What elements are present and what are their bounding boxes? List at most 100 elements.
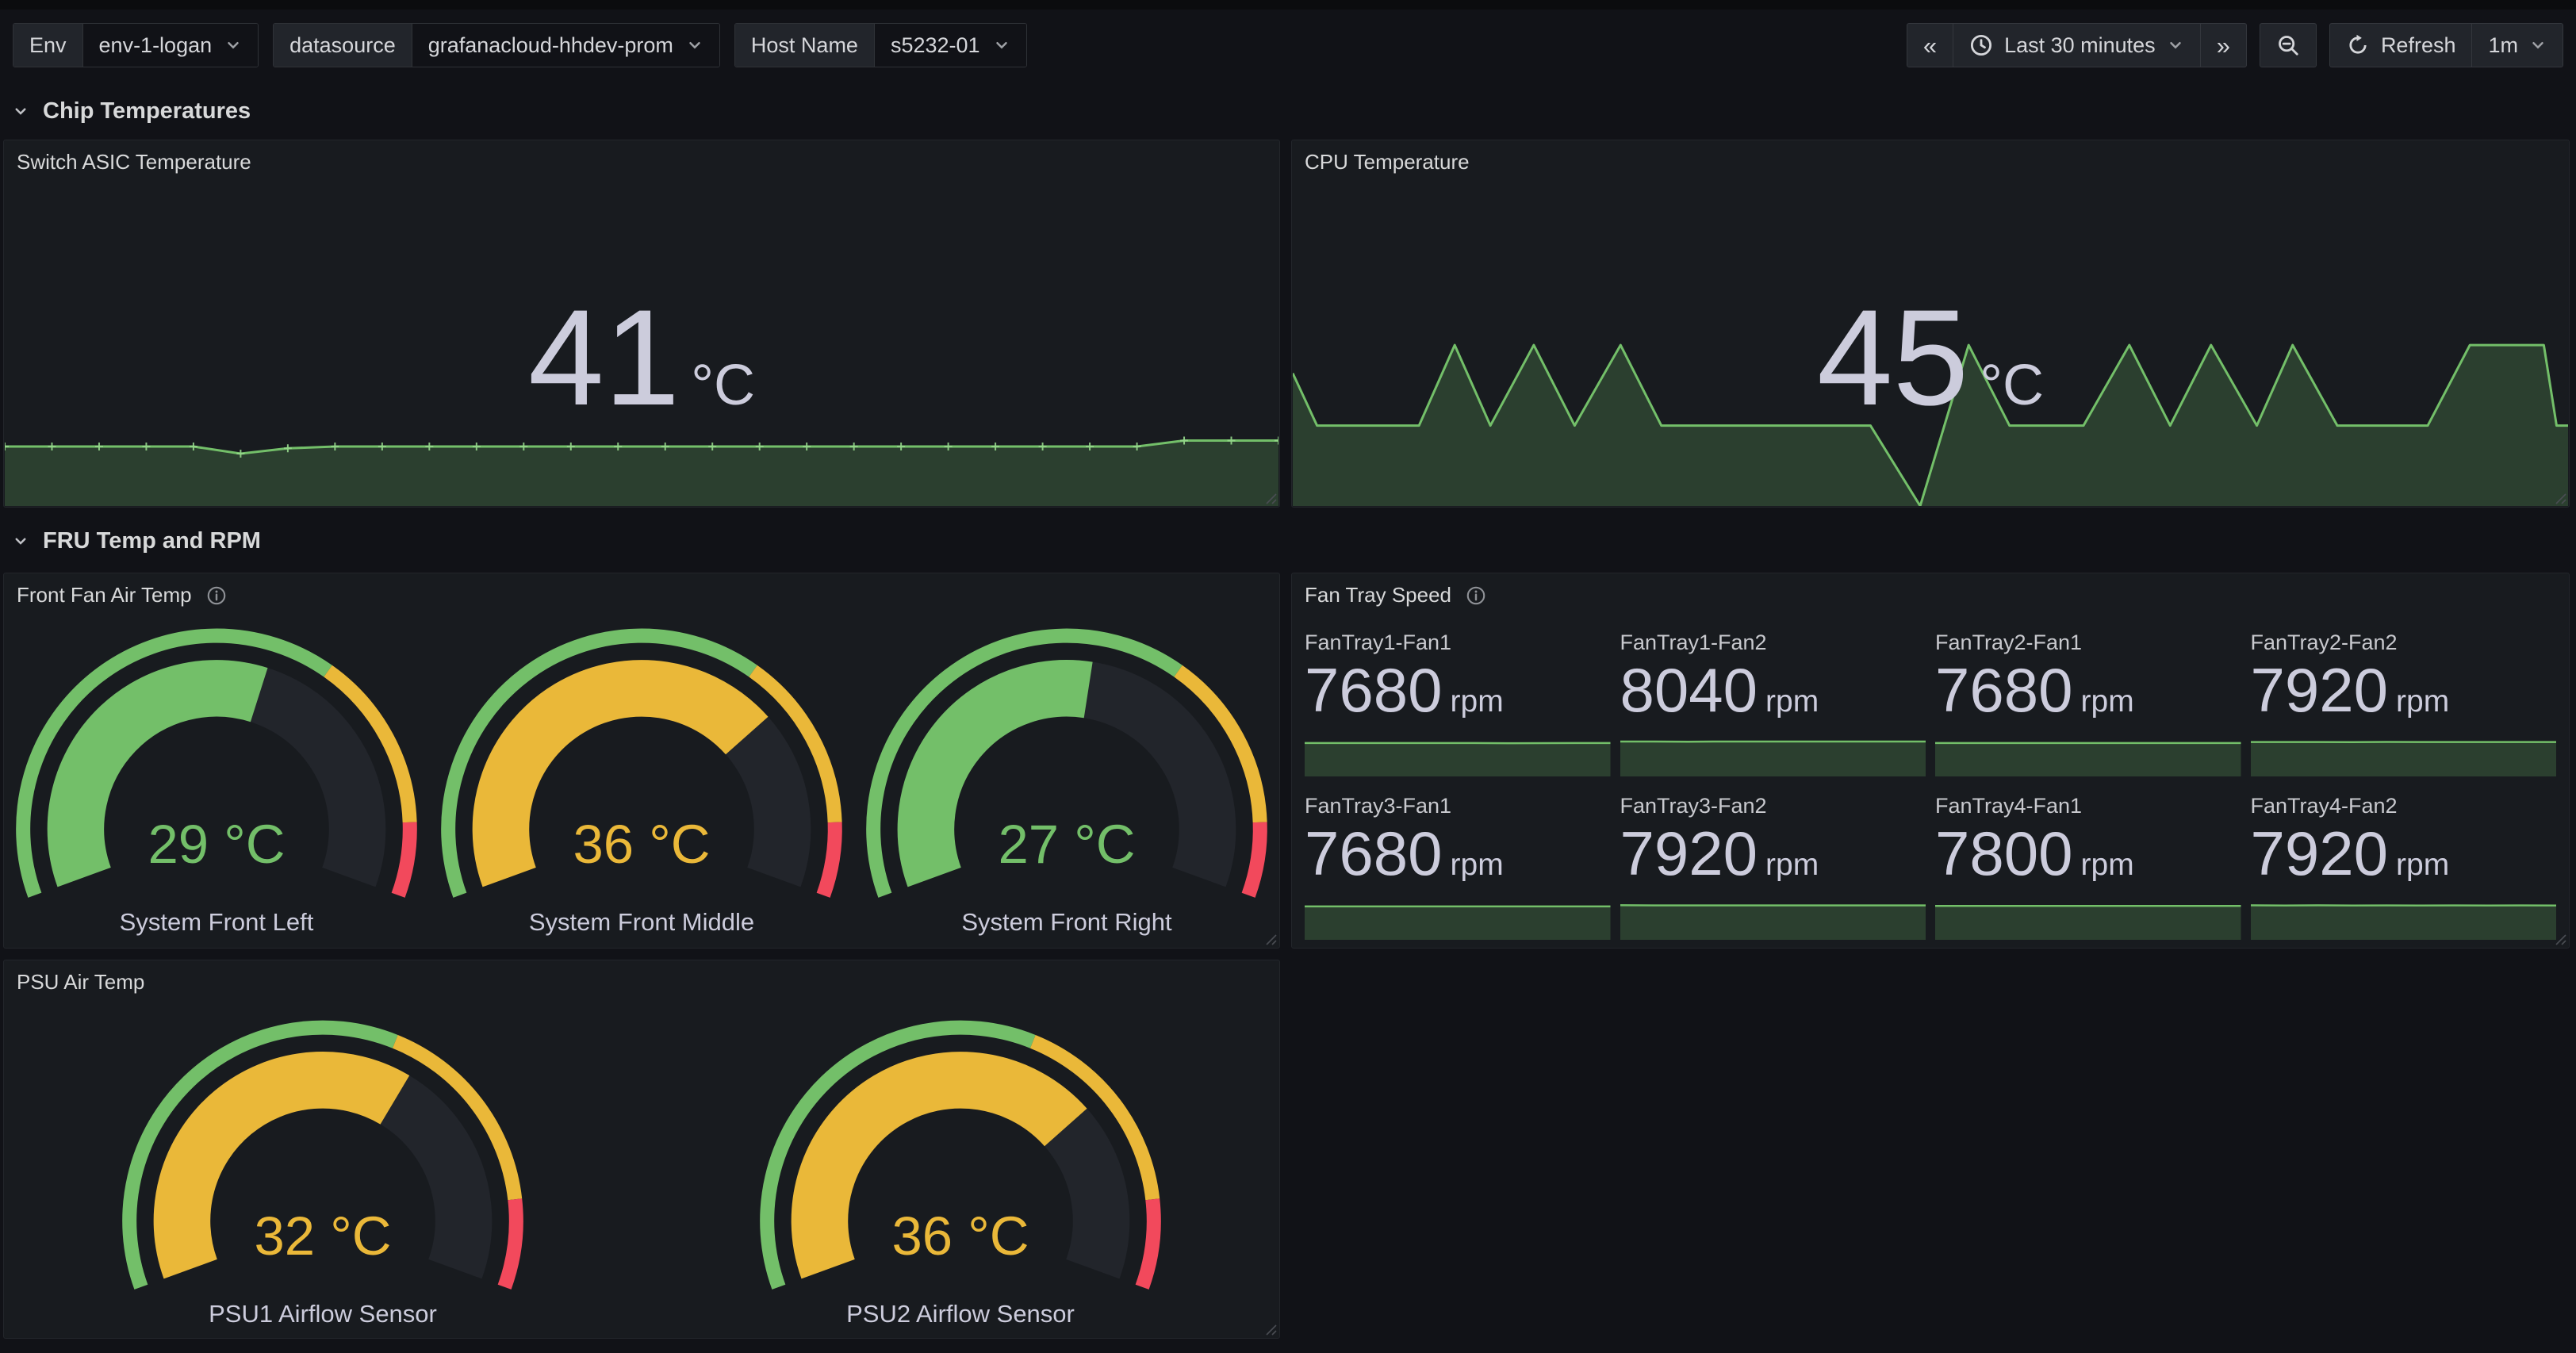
info-icon[interactable] (1466, 585, 1486, 606)
panel-resize-handle[interactable] (2550, 929, 2567, 946)
stat-sparkline (1935, 903, 2241, 940)
time-range-group: « Last 30 minutes » (1906, 23, 2247, 67)
variable-env-value[interactable]: env-1-logan (82, 24, 259, 67)
stat-value: 7800 (1935, 818, 2073, 888)
stat-sparkline (1935, 740, 2241, 776)
variable-datasource-value[interactable]: grafanacloud-hhdev-prom (411, 24, 719, 67)
asic-temp-unit: °C (691, 354, 756, 417)
stat-sparkline (2250, 903, 2557, 940)
refresh-group: Refresh 1m (2329, 23, 2563, 67)
clock-icon (1969, 33, 1993, 57)
panel-title[interactable]: CPU Temperature (1305, 150, 1470, 174)
svg-text:29 °C: 29 °C (148, 814, 285, 875)
variable-hostname-label: Host Name (734, 24, 874, 67)
stat-unit: rpm (2080, 848, 2134, 882)
panel-resize-handle[interactable] (2550, 488, 2567, 505)
panel-switch-asic-temperature: Switch ASIC Temperature 41 °C (1, 140, 1282, 508)
stat-unit: rpm (2080, 684, 2134, 719)
chevron-down-icon (2167, 36, 2184, 54)
svg-text:36 °C: 36 °C (891, 1205, 1029, 1267)
panel-resize-handle[interactable] (1260, 488, 1278, 505)
stat-value: 8040 (1620, 655, 1758, 725)
stat-unit: rpm (1450, 684, 1504, 719)
stat-sparkline (1620, 740, 1926, 776)
stat-fantray3-fan2: FanTray3-Fan2 7920 rpm (1620, 784, 1926, 940)
panel-front-fan-air-temp: Front Fan Air Temp 29 °C System Front Le… (3, 573, 1280, 949)
stat-fantray3-fan1: FanTray3-Fan1 7680 rpm (1305, 784, 1611, 940)
panel-resize-handle[interactable] (1260, 929, 1278, 946)
top-nav-strip (0, 0, 2576, 10)
stat-unit: rpm (1765, 684, 1819, 719)
asic-temp-value: 41 (527, 282, 680, 434)
double-chevron-right-icon: » (2216, 31, 2230, 59)
gauge-system-front-right: 27 °C System Front Right (854, 613, 1279, 948)
stat-value: 7920 (2250, 818, 2389, 888)
variable-datasource-label: datasource (274, 24, 412, 67)
variable-datasource[interactable]: datasource grafanacloud-hhdev-prom (273, 23, 720, 67)
panel-fan-tray-speed: Fan Tray Speed FanTray1-Fan1 7680 rpm Fan… (1291, 573, 2570, 949)
panel-psu-air-temp: PSU Air Temp 32 °C PSU1 Airflow Sensor 3… (3, 960, 1280, 1339)
gauge-label: PSU2 Airflow Sensor (846, 1300, 1075, 1328)
time-shift-forward-button[interactable]: » (2201, 24, 2246, 67)
gauge-label: PSU1 Airflow Sensor (209, 1300, 437, 1328)
gauge-psu1-airflow: 32 °C PSU1 Airflow Sensor (4, 1000, 642, 1338)
section-chip-temperatures[interactable]: Chip Temperatures (11, 94, 251, 128)
double-chevron-left-icon: « (1922, 31, 1938, 59)
variable-hostname-value[interactable]: s5232-01 (873, 24, 1026, 67)
cpu-temp-value: 45 (1816, 282, 1969, 434)
stat-sparkline (2250, 740, 2556, 776)
gauge-arc: 36 °C (750, 1019, 1171, 1297)
zoom-out-button[interactable] (2260, 24, 2316, 67)
stat-value: 7680 (1305, 818, 1443, 888)
svg-text:36 °C: 36 °C (573, 814, 710, 875)
info-icon[interactable] (206, 585, 227, 606)
stat-sparkline (1620, 903, 1926, 940)
stat-unit: rpm (2396, 848, 2450, 882)
gauge-system-front-middle: 36 °C System Front Middle (429, 613, 854, 948)
stat-value: 7680 (1935, 655, 2073, 725)
panel-title[interactable]: PSU Air Temp (17, 970, 145, 994)
stat-value: 7920 (1620, 818, 1758, 888)
variable-env[interactable]: Env env-1-logan (13, 23, 259, 67)
chevron-down-icon (2529, 36, 2547, 54)
asic-temp-stat: 41 °C (4, 289, 1279, 426)
fan-stat-grid: FanTray1-Fan1 7680 rpm FanTray1-Fan2 8040… (1305, 621, 2557, 940)
stat-fantray1-fan2: FanTray1-Fan2 8040 rpm (1620, 621, 1926, 776)
template-variables: Env env-1-logan datasource grafanacloud-… (13, 23, 1041, 67)
panel-title[interactable]: Fan Tray Speed (1305, 583, 1486, 608)
panel-title[interactable]: Front Fan Air Temp (17, 583, 227, 608)
stat-sparkline (1305, 740, 1611, 776)
chevron-down-icon (11, 102, 30, 121)
svg-text:32 °C: 32 °C (254, 1205, 391, 1267)
asic-temp-sparkline (1, 435, 1282, 506)
section-fru-temp-rpm[interactable]: FRU Temp and RPM (11, 523, 261, 558)
stat-unit: rpm (1450, 848, 1504, 882)
time-shift-back-button[interactable]: « (1907, 24, 1954, 67)
cpu-temp-sparkline (1291, 337, 2568, 508)
cpu-temp-unit: °C (1980, 354, 2045, 417)
gauge-arc: 27 °C (857, 627, 1277, 905)
refresh-interval-button[interactable]: 1m (2472, 24, 2563, 67)
panel-title[interactable]: Switch ASIC Temperature (17, 150, 251, 174)
chevron-down-icon (224, 36, 242, 54)
variable-env-label: Env (13, 24, 82, 67)
time-range-button[interactable]: Last 30 minutes (1953, 24, 2201, 67)
gauge-label: System Front Right (961, 908, 1172, 936)
chevron-down-icon (11, 531, 30, 550)
stat-unit: rpm (2396, 684, 2450, 719)
panel-resize-handle[interactable] (1260, 1319, 1278, 1336)
gauge-row: 29 °C System Front Left 36 °C System Fro… (4, 613, 1279, 948)
panel-cpu-temperature: CPU Temperature 45 °C (1291, 140, 2570, 508)
gauge-arc: 36 °C (431, 627, 852, 905)
stat-sparkline (1305, 903, 1611, 940)
stat-fantray1-fan1: FanTray1-Fan1 7680 rpm (1305, 621, 1611, 776)
stat-fantray2-fan1: FanTray2-Fan1 7680 rpm (1935, 621, 2241, 776)
refresh-button[interactable]: Refresh (2330, 24, 2473, 67)
time-controls: « Last 30 minutes » (1894, 23, 2563, 67)
gauge-arc: 29 °C (6, 627, 427, 905)
stat-value: 7920 (2250, 655, 2389, 725)
zoom-out-group (2259, 23, 2317, 67)
gauge-psu2-airflow: 36 °C PSU2 Airflow Sensor (642, 1000, 1279, 1338)
gauge-label: System Front Left (119, 908, 314, 936)
variable-hostname[interactable]: Host Name s5232-01 (734, 23, 1027, 67)
